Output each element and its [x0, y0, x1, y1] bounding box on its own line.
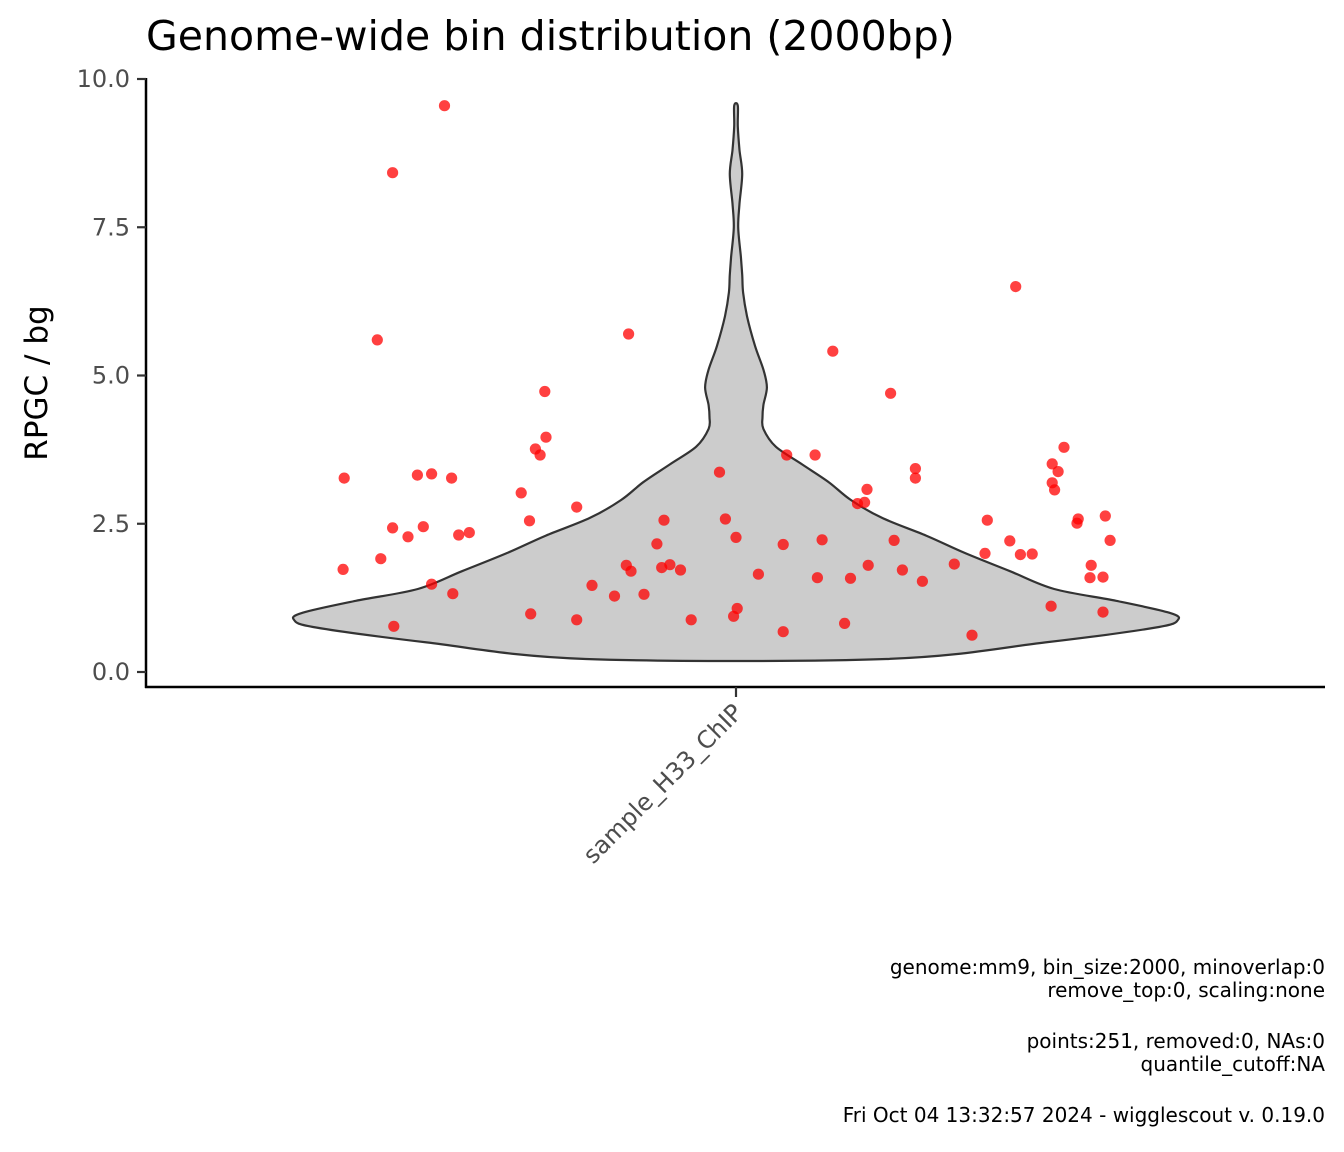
data-point: [375, 553, 387, 565]
data-point: [447, 588, 459, 600]
data-point: [525, 608, 537, 620]
data-point: [888, 534, 900, 547]
caption-line-5: Fri Oct 04 13:32:57 2024 - wigglescout v…: [842, 1103, 1325, 1127]
data-point: [730, 531, 742, 544]
data-point: [1058, 441, 1070, 453]
y-tick-label: 10.0: [77, 65, 130, 93]
caption-line-2: remove_top:0, scaling:none: [1047, 978, 1325, 1002]
data-point: [608, 590, 621, 602]
data-point: [713, 466, 726, 478]
data-point: [371, 334, 383, 346]
data-point: [571, 501, 583, 513]
data-point: [781, 449, 793, 461]
data-point: [827, 345, 839, 357]
data-point: [337, 563, 349, 576]
data-point: [1099, 510, 1111, 522]
y-tick-label: 0.0: [92, 658, 130, 686]
data-point: [811, 572, 824, 584]
data-point: [1014, 549, 1026, 561]
data-point: [1097, 571, 1109, 583]
data-point: [523, 515, 536, 527]
data-point: [909, 463, 922, 475]
x-tick-label: sample_H33_ChIP: [578, 698, 749, 869]
data-point: [885, 387, 897, 399]
data-point: [515, 487, 527, 499]
data-point: [1085, 559, 1097, 571]
data-point: [586, 579, 598, 592]
data-point: [752, 568, 765, 580]
data-point: [1026, 548, 1038, 560]
data-point: [1097, 606, 1109, 618]
data-point: [463, 527, 475, 539]
data-point: [446, 472, 458, 484]
data-point: [651, 538, 663, 550]
caption-line-4: quantile_cutoff:NA: [1140, 1052, 1325, 1076]
data-point: [896, 564, 909, 576]
data-point: [658, 514, 670, 526]
data-point: [1052, 466, 1064, 478]
data-point: [411, 469, 423, 481]
data-point: [862, 559, 874, 571]
data-point: [674, 564, 687, 576]
data-point: [731, 602, 743, 615]
y-ticks: 0.0 2.5 5.0 7.5 10.0: [77, 65, 146, 686]
data-point: [539, 385, 551, 398]
data-point: [948, 558, 960, 570]
data-point: [388, 620, 400, 632]
data-point: [1010, 281, 1022, 293]
data-point: [1104, 534, 1116, 547]
data-point: [402, 531, 414, 543]
data-point: [966, 629, 978, 641]
data-point: [909, 472, 922, 484]
data-point: [861, 483, 873, 495]
data-point: [571, 614, 583, 626]
violin-sample_H33_ChIP: [291, 102, 1181, 663]
y-tick-label: 2.5: [92, 510, 130, 538]
data-point: [438, 100, 451, 112]
y-tick-label: 5.0: [92, 362, 130, 390]
data-point: [1072, 513, 1084, 525]
data-point: [625, 565, 637, 577]
points-layer: [337, 100, 1116, 641]
data-point: [844, 572, 857, 584]
data-point: [809, 449, 821, 461]
data-point: [719, 513, 732, 525]
data-point: [859, 496, 871, 508]
data-point: [338, 472, 350, 484]
x-ticks: sample_H33_ChIP: [578, 687, 749, 869]
data-point: [979, 547, 991, 560]
data-point: [453, 529, 465, 541]
data-point: [816, 534, 828, 546]
caption-line-3: points:251, removed:0, NAs:0: [1026, 1029, 1325, 1053]
data-point: [777, 538, 789, 551]
y-axis-label: RPGC / bg: [19, 305, 55, 460]
data-point: [685, 614, 697, 626]
data-point: [777, 626, 789, 638]
data-point: [534, 449, 546, 461]
data-point: [839, 617, 851, 630]
violin-layer: [291, 102, 1181, 663]
caption: genome:mm9, bin_size:2000, minoverlap:0 …: [843, 956, 1325, 1127]
data-point: [1046, 458, 1058, 470]
data-point: [540, 431, 552, 443]
data-point: [417, 521, 429, 533]
data-point: [387, 167, 399, 179]
caption-line-1: genome:mm9, bin_size:2000, minoverlap:0: [889, 955, 1325, 979]
data-point: [916, 575, 929, 587]
data-point: [1049, 484, 1061, 496]
data-point: [1084, 572, 1096, 584]
data-point: [981, 514, 993, 526]
data-point: [1004, 535, 1016, 547]
data-point: [638, 588, 650, 600]
data-point: [664, 559, 676, 571]
data-point: [623, 328, 635, 340]
chart-title: Genome-wide bin distribution (2000bp): [146, 12, 955, 60]
data-point: [426, 578, 438, 590]
data-point: [387, 522, 399, 534]
data-point: [426, 468, 438, 480]
y-tick-label: 7.5: [92, 213, 130, 241]
data-point: [1045, 600, 1057, 612]
